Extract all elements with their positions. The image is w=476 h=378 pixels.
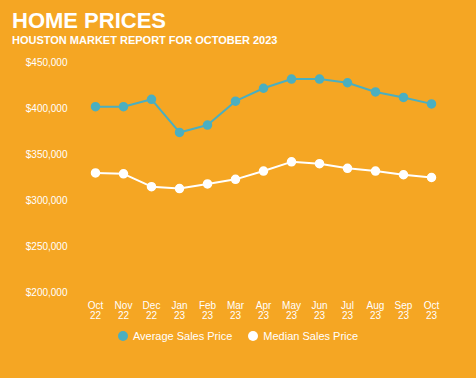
svg-text:$300,000: $300,000 — [26, 194, 68, 205]
html-text:Median Sales Price: Median Sales Price — [263, 329, 359, 342]
svg-text:Apr23: Apr23 — [256, 299, 272, 320]
svg-text:Jul23: Jul23 — [341, 299, 354, 320]
svg-text:Mar23: Mar23 — [227, 299, 245, 320]
html-text:HOME PRICES: HOME PRICES — [12, 8, 166, 33]
svg-text:Sep23: Sep23 — [395, 299, 413, 320]
svg-text:$400,000: $400,000 — [26, 102, 68, 113]
svg-text:$200,000: $200,000 — [26, 286, 68, 297]
svg-text:May23: May23 — [282, 299, 301, 320]
html-text:HOUSTON MARKET REPORT FOR OCTO: HOUSTON MARKET REPORT FOR OCTOBER 2023 — [12, 34, 278, 47]
svg-text:$250,000: $250,000 — [26, 240, 68, 251]
svg-text:Aug23: Aug23 — [367, 299, 385, 320]
svg-text:Oct22: Oct22 — [88, 299, 104, 320]
svg-text:Feb23: Feb23 — [199, 299, 217, 320]
svg-text:Dec22: Dec22 — [143, 299, 161, 320]
svg-text:Oct23: Oct23 — [424, 299, 440, 320]
svg-text:Nov22: Nov22 — [115, 299, 133, 320]
svg-text:Jan23: Jan23 — [171, 299, 187, 320]
svg-text:Jun23: Jun23 — [311, 299, 327, 320]
svg-text:$450,000: $450,000 — [26, 56, 68, 67]
svg-text:$350,000: $350,000 — [26, 148, 68, 159]
html-text:Average Sales Price: Average Sales Price — [132, 329, 233, 342]
